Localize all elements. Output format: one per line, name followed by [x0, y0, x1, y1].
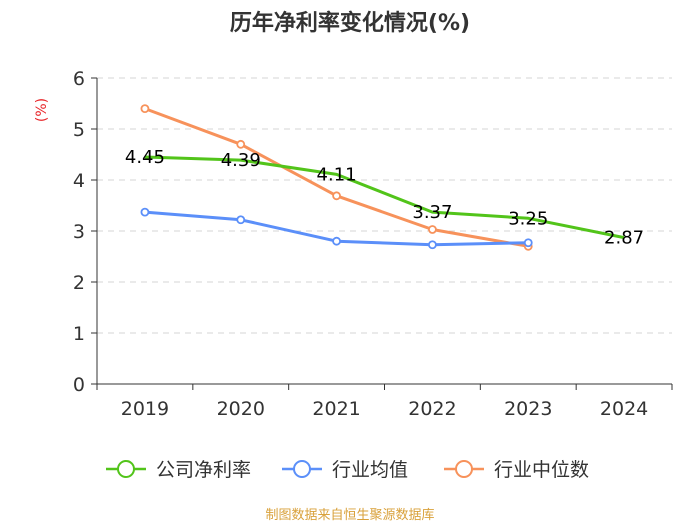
y-tick-label-6: 6 [73, 68, 85, 90]
point-s2-2020 [236, 139, 246, 149]
point-s2-2021 [332, 191, 341, 201]
y-tick-label-4: 4 [73, 170, 85, 192]
x-tick-label-2023: 2023 [504, 398, 552, 420]
y-tick-label-0: 0 [73, 374, 85, 396]
y-axis-label: (%) [34, 98, 50, 122]
data-label-2022: 3.37 [412, 202, 452, 223]
x-tick-label-2019: 2019 [121, 398, 169, 420]
series-group [140, 104, 625, 251]
data-label-2021: 4.11 [317, 164, 357, 185]
point-s1-2020 [236, 215, 246, 225]
data-label-2024: 2.87 [604, 228, 644, 249]
point-s1-2021 [332, 236, 341, 246]
data-label-2020: 4.39 [221, 150, 261, 171]
chart-title: 历年净利率变化情况(%) [230, 10, 470, 36]
axes: 0 1 2 3 4 5 6 2019 2020 2021 2022 2023 2024 [73, 68, 673, 420]
y-tick-label-1: 1 [73, 323, 85, 345]
series-line-0 [144, 155, 625, 240]
point-s1-2023 [523, 238, 533, 248]
legend-label-0: 公司净利率 [156, 459, 251, 481]
data-label-2023: 3.25 [508, 208, 548, 229]
x-tick-label-2024: 2024 [600, 398, 648, 420]
legend-marker-0 [117, 460, 135, 478]
data-labels: 4.45 4.39 4.11 3.37 3.25 2.87 [125, 147, 644, 249]
legend-label-2: 行业中位数 [494, 459, 589, 481]
point-s1-2019 [140, 207, 150, 217]
y-tick-label-2: 2 [73, 272, 85, 294]
x-tick-label-2021: 2021 [312, 398, 360, 420]
data-label-2019: 4.45 [125, 147, 165, 168]
point-s2-2022 [428, 225, 437, 234]
legend-marker-1 [293, 460, 311, 478]
x-tick-label-2020: 2020 [217, 398, 265, 420]
legend-label-1: 行业均值 [332, 459, 408, 481]
x-tick-label-2022: 2022 [408, 398, 456, 420]
y-tick-label-5: 5 [73, 119, 85, 141]
source-note: 制图数据来自恒生聚源数据库 [265, 507, 434, 523]
legend: 公司净利率 行业均值 行业中位数 [106, 459, 589, 481]
point-s1-2022 [428, 240, 437, 250]
grid-lines [97, 77, 672, 334]
legend-marker-2 [455, 460, 473, 478]
point-s2-2019 [140, 104, 150, 113]
y-tick-label-3: 3 [73, 221, 85, 243]
